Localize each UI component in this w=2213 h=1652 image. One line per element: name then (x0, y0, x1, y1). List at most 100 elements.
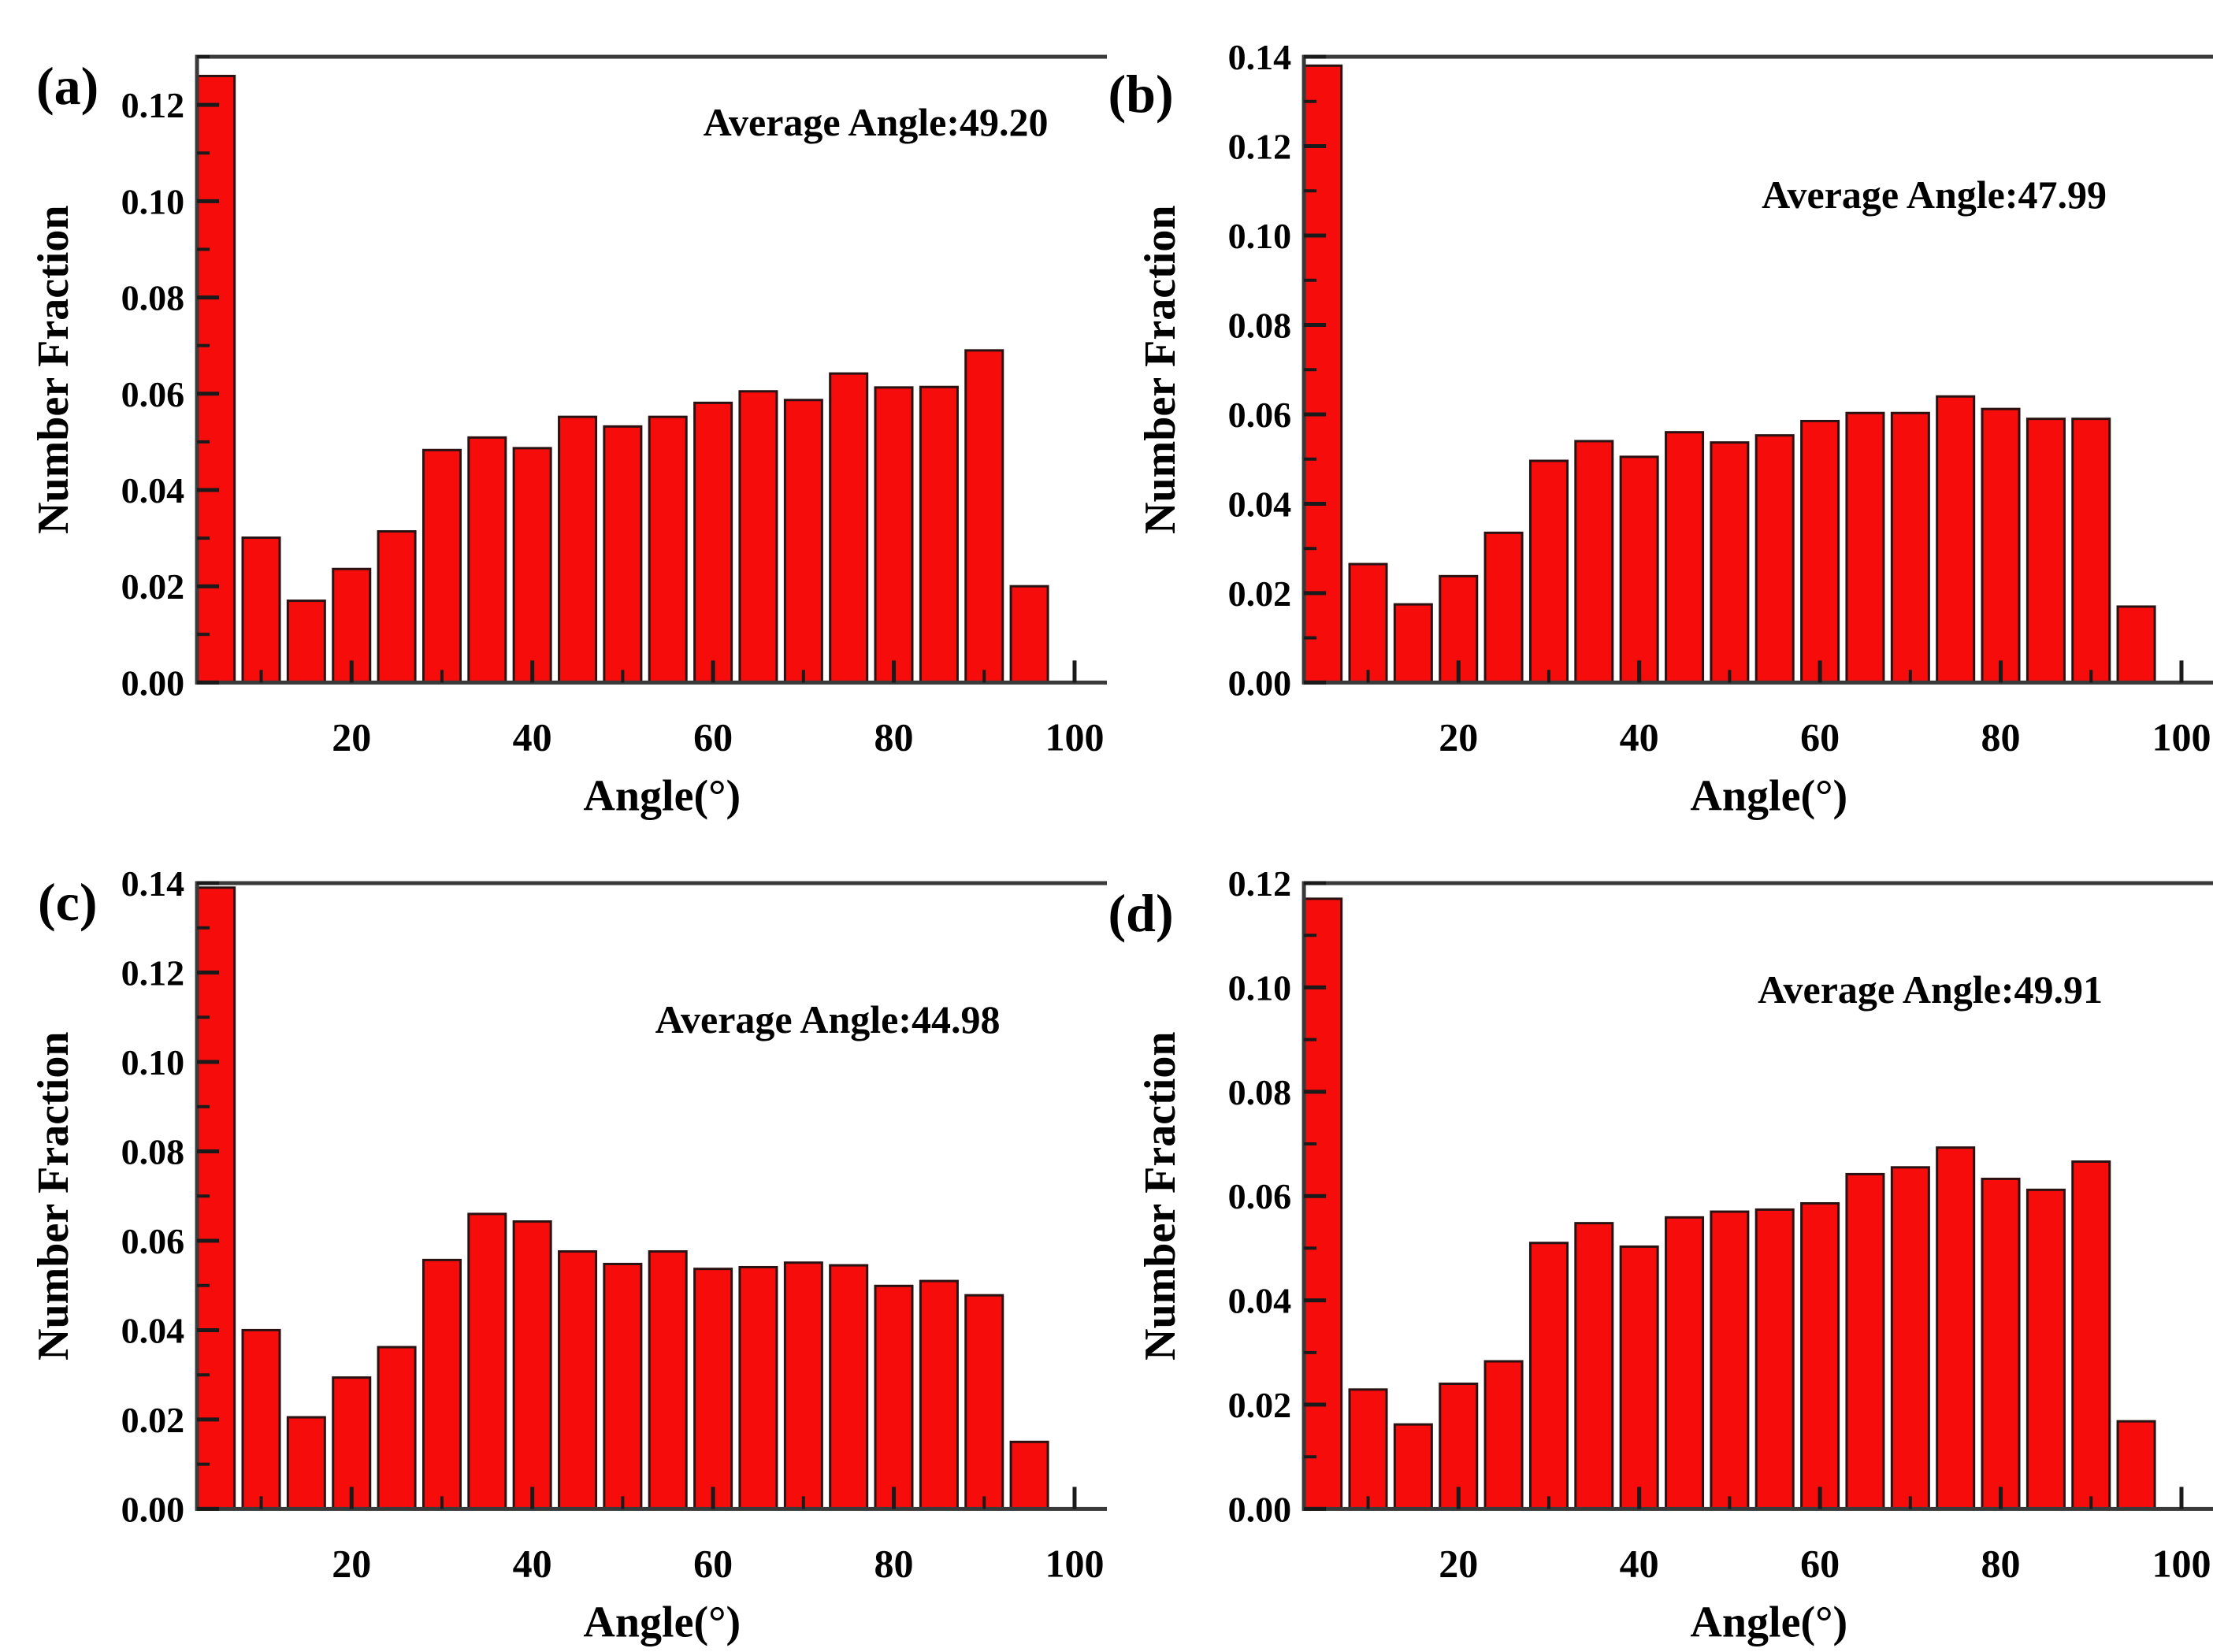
bar (1528, 459, 1569, 684)
average-angle-annotation-b: Average Angle:47.99 (1762, 173, 2107, 217)
bar (783, 1260, 823, 1510)
bar (1935, 1145, 1975, 1510)
y-axis-tick-label: 0.00 (121, 663, 184, 703)
bar (1573, 1221, 1613, 1510)
x-axis-tick-label: 20 (332, 1541, 371, 1585)
x-axis-tick-label: 40 (1619, 715, 1658, 759)
bar (512, 447, 552, 684)
y-axis-title: Number Fraction (1136, 1031, 1185, 1360)
y-axis-tick-label: 0.06 (121, 1220, 184, 1260)
bar (919, 385, 959, 684)
x-axis-title: Angle(°) (583, 771, 741, 820)
y-axis-tick-label: 0.04 (121, 470, 184, 510)
bar (1302, 897, 1342, 1510)
bar (2025, 1188, 2066, 1510)
chart-a: 20 40 60 80 100 0.00 0.02 0.04 0.06 0.08 0.10 0.12 A… (29, 54, 1107, 820)
y-axis-tick-label: 0.12 (121, 952, 184, 993)
bar (1890, 411, 1930, 684)
bar (377, 530, 417, 684)
x-axis-tick-label: 100 (1045, 715, 1104, 759)
bar (1844, 1172, 1884, 1510)
panel-label-c: (c) (38, 871, 98, 932)
bar (1393, 603, 1433, 685)
bar (874, 386, 914, 684)
panel-a: 20 40 60 80 100 0.00 0.02 0.04 0.06 0.08 0.10 0.12 A… (0, 0, 1107, 826)
x-axis-title: Angle(°) (1690, 771, 1847, 820)
x-axis-tick-label: 20 (1439, 1541, 1478, 1585)
bar (286, 600, 326, 684)
plot-frame (195, 54, 1107, 685)
x-axis-tick-label: 40 (1619, 1541, 1658, 1585)
bar (693, 401, 733, 684)
bar (241, 1328, 281, 1510)
bar (2070, 418, 2111, 684)
bar (512, 1220, 552, 1510)
bar (1664, 431, 1704, 684)
x-axis-tick-label: 80 (1981, 715, 2020, 759)
bar (1844, 411, 1884, 684)
x-axis-tick-label: 40 (513, 715, 552, 759)
bar (1935, 395, 1975, 684)
bar (738, 390, 778, 684)
x-axis-title: Angle(°) (1690, 1598, 1847, 1646)
x-axis-tick-label: 80 (874, 1541, 914, 1585)
y-axis-tick-label: 0.06 (1227, 395, 1290, 435)
bar (648, 415, 688, 684)
x-axis-tick-label: 80 (874, 715, 914, 759)
bar (1483, 531, 1524, 684)
bar (1754, 434, 1795, 684)
y-axis-tick-label: 0.06 (1227, 1176, 1290, 1216)
y-axis-tick-label: 0.10 (1227, 967, 1290, 1008)
y-axis-tick-label: 0.02 (121, 1399, 184, 1439)
bar (964, 1294, 1004, 1510)
bar (919, 1279, 959, 1510)
x-axis-tick-label: 60 (693, 1541, 733, 1585)
average-angle-annotation-d: Average Angle:49.91 (1758, 967, 2103, 1012)
bar (467, 1212, 507, 1510)
x-axis-tick-label: 60 (1800, 715, 1840, 759)
bar (2116, 1420, 2156, 1510)
bar (1483, 1360, 1524, 1510)
panel-label-b: (b) (1108, 64, 1174, 124)
chart-c: 20 40 60 80 100 0.00 0.02 0.04 0.06 0.08 0.10 0.12 0… (29, 863, 1107, 1646)
chart-b: 20 40 60 80 100 0.00 0.02 0.04 0.06 0.08 0.10 0.12 0… (1136, 37, 2213, 820)
x-axis-tick-label: 20 (332, 715, 371, 759)
y-axis-tick-label: 0.12 (1227, 127, 1290, 167)
bar (829, 1264, 869, 1510)
bar (1348, 562, 1388, 684)
bar (1528, 1241, 1569, 1510)
bar (421, 448, 462, 684)
bar (1980, 407, 2021, 684)
bar (196, 74, 236, 684)
plot-frame (1301, 881, 2213, 1511)
bar (1619, 1245, 1659, 1510)
x-axis-tick-label: 60 (1800, 1541, 1840, 1585)
bar (241, 536, 281, 684)
y-axis-tick-label: 0.14 (121, 863, 184, 904)
bar (1754, 1208, 1795, 1510)
bar (196, 885, 236, 1510)
y-axis-tick-label: 0.08 (121, 1131, 184, 1171)
y-axis-tick-label: 0.02 (121, 566, 184, 607)
y-axis-tick-label: 0.12 (121, 85, 184, 125)
panel-c: 20 40 60 80 100 0.00 0.02 0.04 0.06 0.08 0.10 0.12 0… (0, 826, 1107, 1652)
y-axis-tick-label: 0.10 (121, 1042, 184, 1082)
x-axis-tick-label: 100 (2152, 715, 2211, 759)
y-axis-tick-label: 0.08 (1227, 1071, 1290, 1112)
bar (1393, 1423, 1433, 1510)
bar (648, 1249, 688, 1510)
y-axis-title: Number Fraction (29, 205, 78, 533)
bar (738, 1265, 778, 1510)
bar (558, 1249, 598, 1510)
chart-d: 20 40 60 80 100 0.00 0.02 0.04 0.06 0.08 0.10 0.12 A… (1136, 863, 2213, 1646)
y-axis-tick-label: 0.04 (121, 1310, 184, 1350)
y-axis-tick-label: 0.10 (121, 181, 184, 221)
bar (1980, 1177, 2021, 1510)
bar (1890, 1165, 1930, 1510)
bar (558, 415, 598, 684)
bar (1009, 585, 1049, 684)
average-angle-annotation-a: Average Angle:49.20 (703, 100, 1049, 144)
bar (286, 1416, 326, 1510)
y-axis-tick-label: 0.08 (1227, 305, 1290, 345)
